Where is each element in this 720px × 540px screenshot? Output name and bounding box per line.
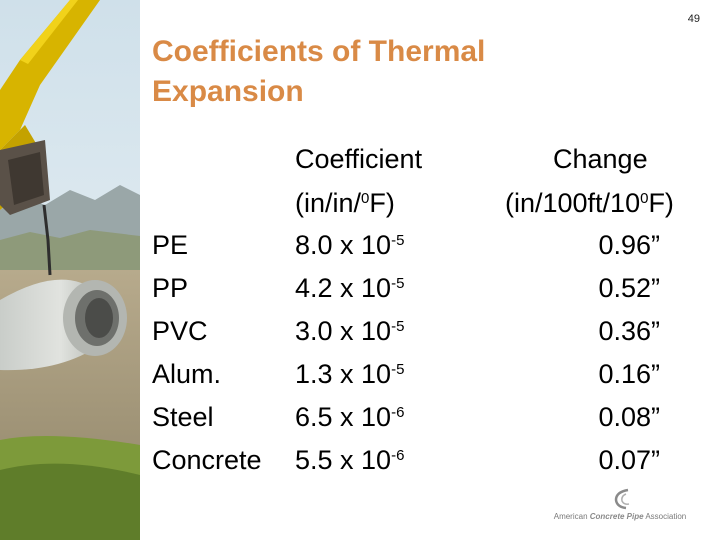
row-alum-coefficient-base: 1.3 x 10 xyxy=(295,359,392,389)
acpa-logo: American Concrete Pipe Association xyxy=(540,486,700,526)
row-pvc-coefficient-exponent: -5 xyxy=(391,318,405,335)
header-coefficient: Coefficient xyxy=(295,144,423,174)
row-pvc-coefficient-base: 3.0 x 10 xyxy=(295,316,392,346)
acpa-swoosh-icon xyxy=(614,488,630,510)
row-concrete-change: 0.07” xyxy=(598,445,660,475)
excavator-pipe-photo xyxy=(0,0,140,540)
row-pp-coefficient-exponent: -5 xyxy=(391,275,405,292)
header-change-units-tail: F) xyxy=(648,188,674,218)
row-pp-material: PP xyxy=(152,273,189,303)
logo-prefix: American xyxy=(553,512,590,521)
row-pp-change: 0.52” xyxy=(598,273,660,303)
row-steel-coefficient-exponent: -6 xyxy=(391,404,405,421)
row-pe-coefficient: 8.0 x 10-5 xyxy=(295,229,404,261)
row-pp-coefficient-base: 4.2 x 10 xyxy=(295,273,392,303)
title-line-1: Coefficients of Thermal xyxy=(152,35,486,68)
row-pe-change: 0.96” xyxy=(598,230,660,260)
row-concrete-material: Concrete xyxy=(152,445,262,475)
row-concrete-coefficient: 5.5 x 10-6 xyxy=(295,444,404,476)
row-steel-change: 0.08” xyxy=(598,402,660,432)
row-alum-coefficient: 1.3 x 10-5 xyxy=(295,358,404,390)
header-change-units: (in/100ft/100F) xyxy=(505,187,674,219)
row-alum-material: Alum. xyxy=(152,359,222,389)
title-line-2: Expansion xyxy=(152,75,304,108)
row-pvc-coefficient: 3.0 x 10-5 xyxy=(295,315,404,347)
logo-brand: Concrete Pipe xyxy=(589,512,644,521)
acpa-logo-text: American Concrete Pipe Association xyxy=(540,512,700,521)
row-concrete-coefficient-base: 5.5 x 10 xyxy=(295,445,392,475)
page-number: 49 xyxy=(687,13,700,25)
header-coefficient-units-degree: 0 xyxy=(361,190,370,207)
slide-title: Coefficients of Thermal Expansion xyxy=(152,32,592,112)
row-pvc-material: PVC xyxy=(152,316,208,346)
header-coefficient-units-tail: F) xyxy=(369,188,395,218)
row-steel-coefficient: 6.5 x 10-6 xyxy=(295,401,404,433)
header-change: Change xyxy=(553,144,648,174)
header-coefficient-units: (in/in/0F) xyxy=(295,187,395,219)
row-pe-coefficient-base: 8.0 x 10 xyxy=(295,230,392,260)
header-change-units-degree: 0 xyxy=(640,190,649,207)
row-pvc-change: 0.36” xyxy=(598,316,660,346)
row-steel-coefficient-base: 6.5 x 10 xyxy=(295,402,392,432)
row-pe-coefficient-exponent: -5 xyxy=(391,232,405,249)
header-change-units-base: (in/100ft/10 xyxy=(505,188,641,218)
row-alum-coefficient-exponent: -5 xyxy=(391,361,405,378)
logo-suffix: Association xyxy=(643,512,687,521)
row-concrete-coefficient-exponent: -6 xyxy=(391,447,405,464)
header-coefficient-units-base: (in/in/ xyxy=(295,188,362,218)
row-pe-material: PE xyxy=(152,230,189,260)
row-alum-change: 0.16” xyxy=(598,359,660,389)
row-pp-coefficient: 4.2 x 10-5 xyxy=(295,272,404,304)
row-steel-material: Steel xyxy=(152,402,214,432)
